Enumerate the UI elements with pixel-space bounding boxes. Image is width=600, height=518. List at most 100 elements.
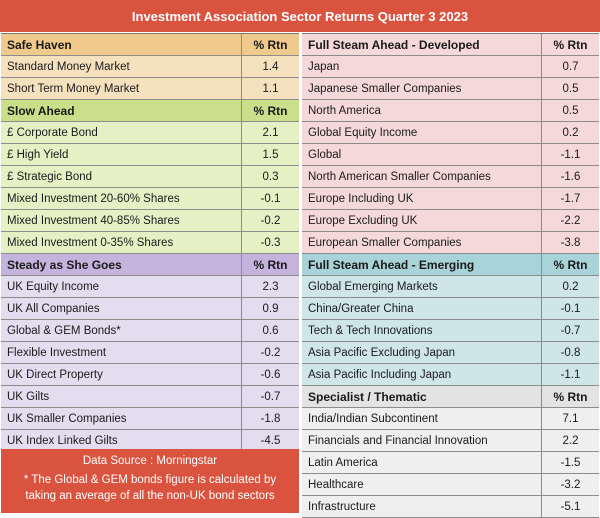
sector-name: Mixed Investment 0-35% Shares xyxy=(7,236,174,249)
sector-return: -1.1 xyxy=(541,364,599,385)
sector-return: -1.8 xyxy=(241,408,299,429)
sector-name: Global Equity Income xyxy=(308,126,418,139)
sector-name: Infrastructure xyxy=(308,500,376,513)
sector-return: -1.7 xyxy=(541,188,599,209)
sector-name: Latin America xyxy=(308,456,378,469)
table-row: Asia Pacific Excluding Japan -0.8 xyxy=(302,342,599,364)
table-row: Europe Including UK -1.7 xyxy=(302,188,599,210)
table-row: UK Direct Property -0.6 xyxy=(1,364,299,386)
sector-return: -2.2 xyxy=(541,210,599,231)
table-row: Healthcare -3.2 xyxy=(302,474,599,496)
section-header: Full Steam Ahead - Emerging % Rtn xyxy=(302,254,599,276)
table-row: Short Term Money Market 1.1 xyxy=(1,78,299,100)
sector-name: UK Gilts xyxy=(7,390,50,403)
table-row: European Smaller Companies -3.8 xyxy=(302,232,599,254)
sector-name: UK Direct Property xyxy=(7,368,103,381)
sector-return: -4.5 xyxy=(241,430,299,451)
table-row: £ High Yield 1.5 xyxy=(1,144,299,166)
sector-name: Tech & Tech Innovations xyxy=(308,324,433,337)
data-source: Data Source : Morningstar xyxy=(82,455,218,467)
table-row: UK All Companies 0.9 xyxy=(1,298,299,320)
safe-haven-section: Safe Haven % Rtn Standard Money Market 1… xyxy=(1,33,299,100)
table-row: China/Greater China -0.1 xyxy=(302,298,599,320)
table-row: North American Smaller Companies -1.6 xyxy=(302,166,599,188)
page-title: Investment Association Sector Returns Qu… xyxy=(0,0,600,32)
sector-return: -3.2 xyxy=(541,474,599,495)
sector-name: Flexible Investment xyxy=(7,346,107,359)
rtn-header: % Rtn xyxy=(241,254,299,275)
sector-return: -5.1 xyxy=(541,496,599,517)
specialist-section: Specialist / Thematic % Rtn India/Indian… xyxy=(302,386,599,518)
table-row: Flexible Investment -0.2 xyxy=(1,342,299,364)
sector-name: Global xyxy=(308,148,342,161)
section-title: Full Steam Ahead - Emerging xyxy=(308,257,475,272)
sector-name: Global & GEM Bonds* xyxy=(7,324,121,337)
sector-return: -0.1 xyxy=(241,188,299,209)
table-row: Financials and Financial Innovation 2.2 xyxy=(302,430,599,452)
section-title: Safe Haven xyxy=(7,37,72,52)
sector-name: UK All Companies xyxy=(7,302,100,315)
sector-return: -0.7 xyxy=(241,386,299,407)
section-header: Full Steam Ahead - Developed % Rtn xyxy=(302,34,599,56)
sector-return: 1.4 xyxy=(241,56,299,77)
source-note-box: Data Source : Morningstar * The Global &… xyxy=(1,449,299,513)
sector-return: -0.7 xyxy=(541,320,599,341)
table-row: Japan 0.7 xyxy=(302,56,599,78)
table-row: Tech & Tech Innovations -0.7 xyxy=(302,320,599,342)
left-column: Safe Haven % Rtn Standard Money Market 1… xyxy=(1,33,299,452)
sector-name: India/Indian Subcontinent xyxy=(308,412,438,425)
sector-return: -0.2 xyxy=(241,342,299,363)
sector-name: Asia Pacific Excluding Japan xyxy=(308,346,456,359)
sector-return: 0.5 xyxy=(541,100,599,121)
section-header: Steady as She Goes % Rtn xyxy=(1,254,299,276)
table-row: Latin America -1.5 xyxy=(302,452,599,474)
sector-name: Short Term Money Market xyxy=(7,82,140,95)
rtn-header: % Rtn xyxy=(541,34,599,55)
sector-name: China/Greater China xyxy=(308,302,414,315)
sector-name: £ Strategic Bond xyxy=(7,170,93,183)
table-row: UK Smaller Companies -1.8 xyxy=(1,408,299,430)
sector-return: 0.3 xyxy=(241,166,299,187)
table-row: Global Emerging Markets 0.2 xyxy=(302,276,599,298)
table-row: Mixed Investment 40-85% Shares -0.2 xyxy=(1,210,299,232)
sector-return: 2.3 xyxy=(241,276,299,297)
sector-return: -0.2 xyxy=(241,210,299,231)
table-row: UK Index Linked Gilts -4.5 xyxy=(1,430,299,452)
rtn-header: % Rtn xyxy=(241,100,299,121)
section-title: Specialist / Thematic xyxy=(308,389,427,404)
rtn-header: % Rtn xyxy=(541,386,599,407)
table-row: UK Gilts -0.7 xyxy=(1,386,299,408)
sector-return: 2.2 xyxy=(541,430,599,451)
section-title: Full Steam Ahead - Developed xyxy=(308,37,480,52)
sector-return: 1.5 xyxy=(241,144,299,165)
steady-section: Steady as She Goes % Rtn UK Equity Incom… xyxy=(1,254,299,452)
section-header: Slow Ahead % Rtn xyxy=(1,100,299,122)
table-row: Asia Pacific Including Japan -1.1 xyxy=(302,364,599,386)
sector-return: 2.1 xyxy=(241,122,299,143)
section-title: Steady as She Goes xyxy=(7,257,122,272)
sector-name: Japan xyxy=(308,60,340,73)
sector-return: -1.6 xyxy=(541,166,599,187)
sector-return: 7.1 xyxy=(541,408,599,429)
sector-return: -0.8 xyxy=(541,342,599,363)
table-row: North America 0.5 xyxy=(302,100,599,122)
table-row: India/Indian Subcontinent 7.1 xyxy=(302,408,599,430)
sector-name: Financials and Financial Innovation xyxy=(308,434,488,447)
sector-name: £ High Yield xyxy=(7,148,69,161)
table-row: Europe Excluding UK -2.2 xyxy=(302,210,599,232)
table-row: Global & GEM Bonds* 0.6 xyxy=(1,320,299,342)
sector-return: 0.5 xyxy=(541,78,599,99)
sector-name: North America xyxy=(308,104,381,117)
table-row: Mixed Investment 0-35% Shares -0.3 xyxy=(1,232,299,254)
table-row: UK Equity Income 2.3 xyxy=(1,276,299,298)
sector-name: UK Smaller Companies xyxy=(7,412,127,425)
emerging-section: Full Steam Ahead - Emerging % Rtn Global… xyxy=(302,254,599,386)
sector-name: North American Smaller Companies xyxy=(308,170,491,183)
sector-name: Mixed Investment 40-85% Shares xyxy=(7,214,180,227)
sector-name: Europe Including UK xyxy=(308,192,414,205)
table-row: Global Equity Income 0.2 xyxy=(302,122,599,144)
sector-return: 0.2 xyxy=(541,276,599,297)
sector-name: Japanese Smaller Companies xyxy=(308,82,462,95)
sector-name: Global Emerging Markets xyxy=(308,280,438,293)
section-title: Slow Ahead xyxy=(7,103,75,118)
